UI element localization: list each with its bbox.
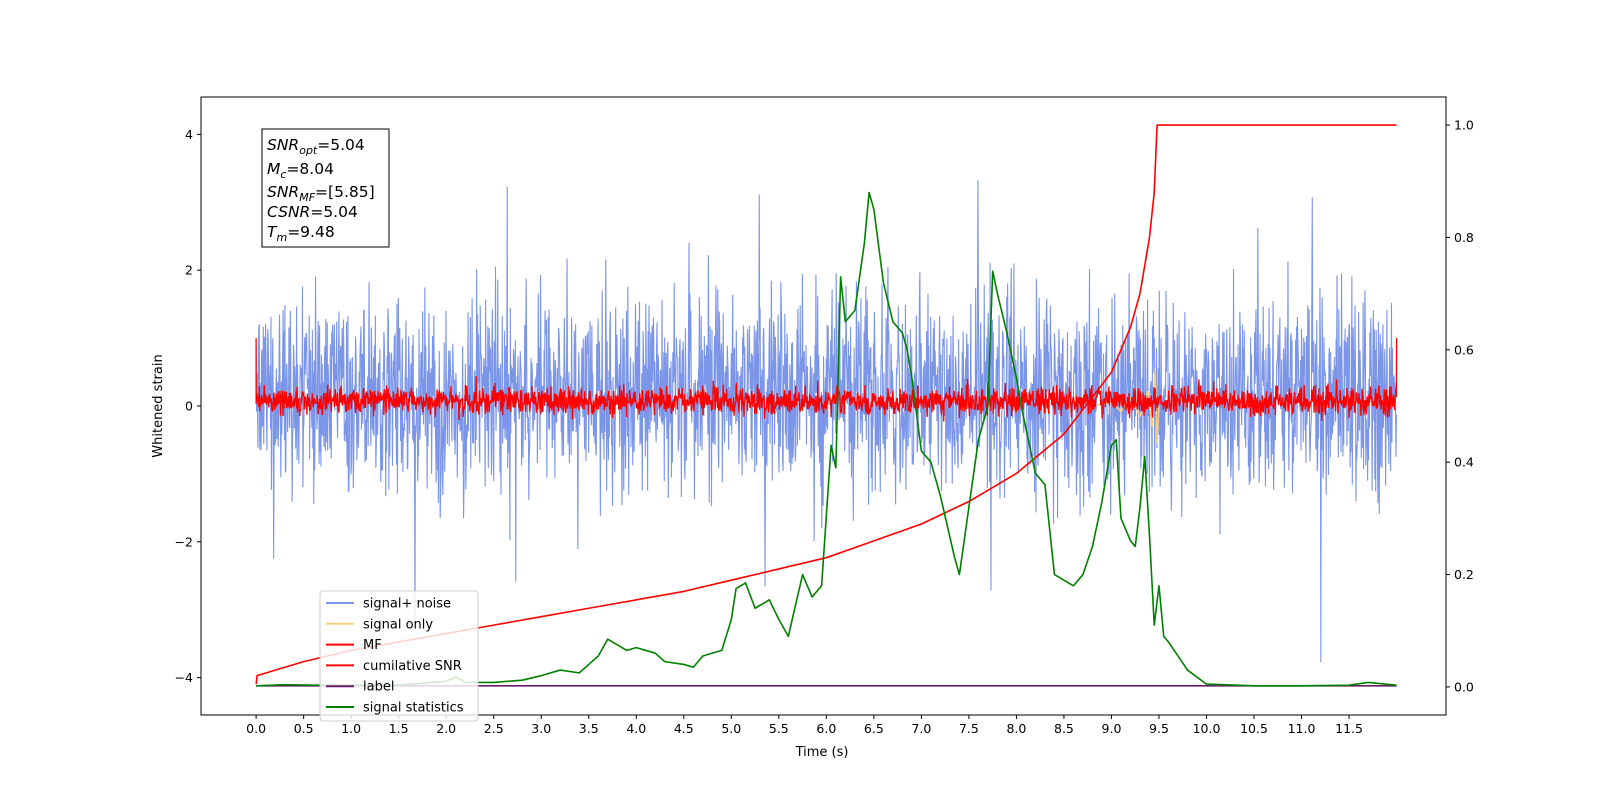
x-tick-label: 5.5: [769, 721, 789, 736]
x-axis-label: Time (s): [795, 745, 849, 760]
legend-label: MF: [363, 638, 382, 653]
legend-label: cumilative SNR: [363, 659, 462, 674]
y2-tick-label: 0.6: [1454, 342, 1474, 357]
x-tick-label: 3.0: [531, 721, 551, 736]
x-tick-label: 4.5: [674, 721, 694, 736]
x-tick-label: 0.5: [294, 721, 314, 736]
x-tick-label: 2.5: [484, 721, 504, 736]
x-tick-label: 8.5: [1054, 721, 1074, 736]
legend-label: label: [363, 680, 394, 695]
y-axis-label: Whitened strain: [151, 354, 166, 457]
x-tick-label: 5.0: [721, 721, 741, 736]
y-tick-label: −4: [175, 670, 193, 685]
legend-item-signal-statistics: signal statistics: [326, 701, 464, 716]
info-csnr: CSNR=5.04: [267, 203, 358, 221]
x-tick-label: 2.0: [436, 721, 456, 736]
y-tick-label: 4: [185, 127, 193, 142]
y-tick-label: −2: [175, 534, 193, 549]
x-tick-label: 10.5: [1240, 721, 1268, 736]
x-tick-label: 7.0: [911, 721, 931, 736]
y-tick-label: 0: [185, 399, 193, 414]
y2-tick-label: 1.0: [1454, 118, 1474, 133]
y-tick-label: 2: [185, 263, 193, 278]
info-mc: Mc=8.04: [267, 160, 334, 181]
x-tick-label: 4.0: [626, 721, 646, 736]
series-mf: [255, 338, 1398, 422]
y2-tick-label: 0.0: [1454, 679, 1474, 694]
info-box: SNRopt=5.04 Mc=8.04 SNRMF=[5.85] CSNR=5.…: [261, 128, 390, 248]
legend-label: signal+ noise: [363, 597, 451, 612]
y2-tick-label: 0.2: [1454, 567, 1474, 582]
x-tick-label: 7.5: [959, 721, 979, 736]
info-tm: Tm=9.48: [267, 223, 335, 244]
y-axis-left: 4 2 0 −2 −4: [175, 127, 201, 685]
legend-item-cumilative-snr: cumilative SNR: [326, 659, 462, 674]
x-tick-label: 0.0: [246, 721, 266, 736]
x-tick-label: 8.0: [1006, 721, 1026, 736]
x-tick-label: 1.0: [341, 721, 361, 736]
x-tick-label: 6.0: [816, 721, 836, 736]
legend-frame: [319, 590, 479, 722]
x-axis: 0.0 0.5 1.0 1.5 2.0 2.5 3.0 3.5 4.0 4.5 5.0 5.5 6.0 6…: [246, 715, 1363, 736]
x-tick-label: 9.5: [1149, 721, 1169, 736]
series-signal-statistics: [256, 191, 1397, 687]
legend-item-signal-noise: signal+ noise: [326, 597, 451, 612]
x-tick-label: 1.5: [389, 721, 409, 736]
legend-label: signal only: [363, 617, 433, 632]
y2-tick-label: 0.8: [1454, 230, 1474, 245]
legend-item-label: label: [326, 680, 394, 695]
x-tick-label: 10.0: [1193, 721, 1221, 736]
y2-tick-label: 0.4: [1454, 455, 1474, 470]
legend: signal+ noise signal only MF cumilative SNR…: [319, 590, 479, 722]
info-box-frame: [261, 128, 390, 248]
info-snr-opt: SNRopt=5.04: [267, 136, 365, 157]
series-signal-noise: [255, 180, 1397, 663]
x-tick-label: 11.0: [1288, 721, 1316, 736]
x-tick-label: 11.5: [1335, 721, 1363, 736]
info-snr-mf: SNRMF=[5.85]: [267, 183, 375, 204]
x-tick-label: 9.0: [1102, 721, 1122, 736]
legend-item-signal-only: signal only: [326, 617, 433, 632]
x-tick-label: 6.5: [864, 721, 884, 736]
legend-item-mf: MF: [326, 638, 382, 653]
x-tick-label: 3.5: [579, 721, 599, 736]
legend-label: signal statistics: [363, 701, 464, 716]
y-axis-right: 1.0 0.8 0.6 0.4 0.2 0.0: [1446, 118, 1474, 694]
